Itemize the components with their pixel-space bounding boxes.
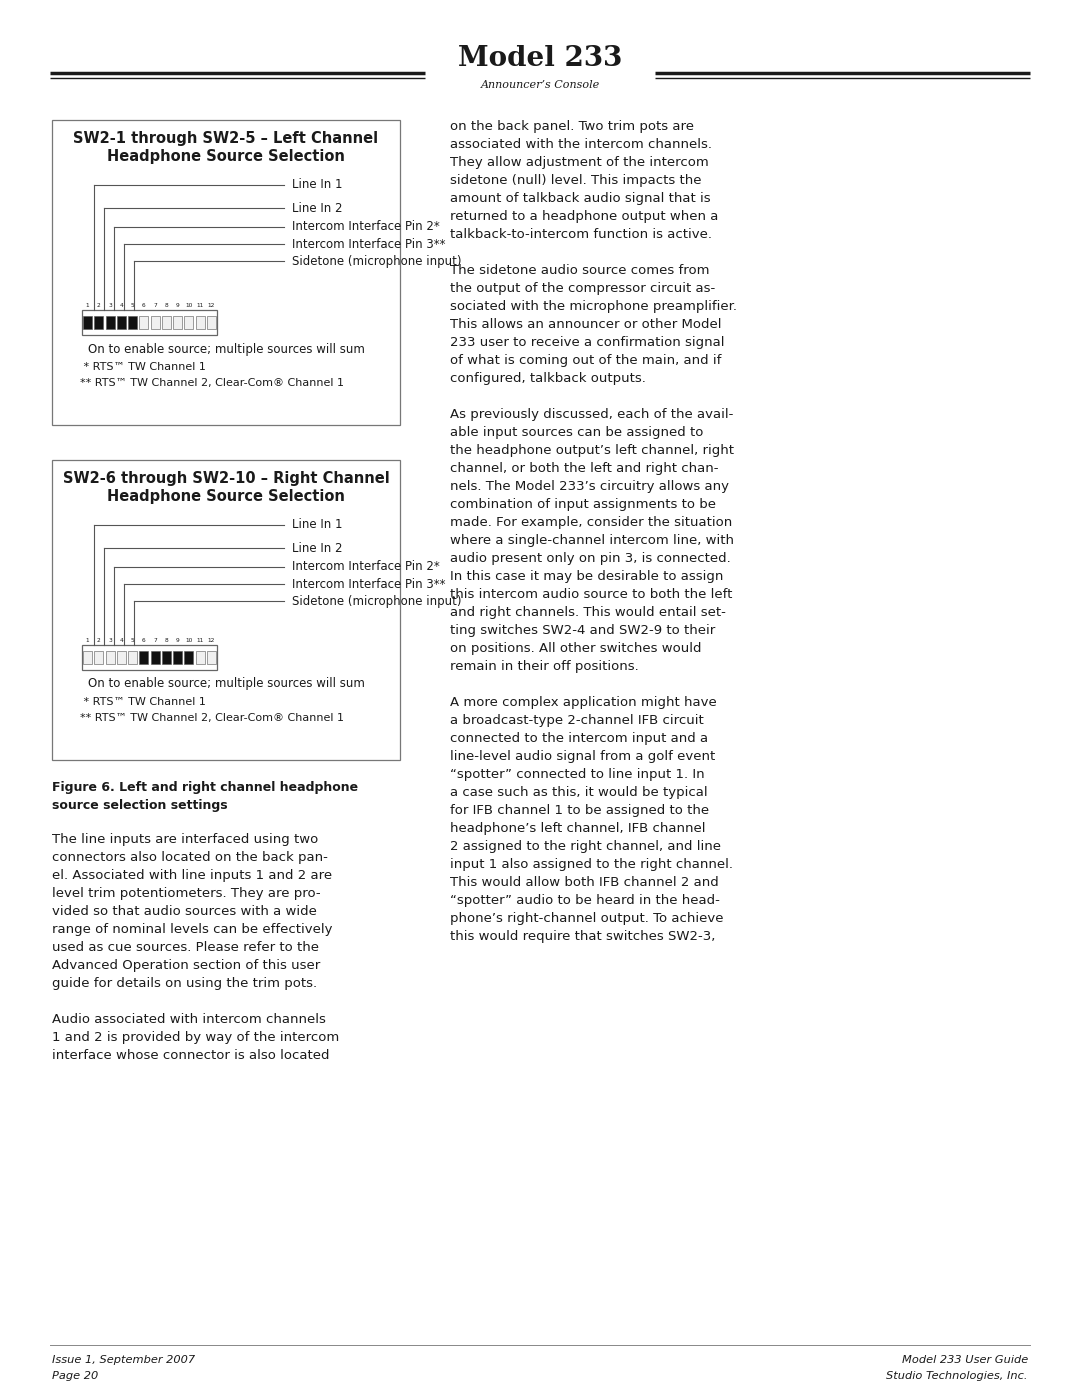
Bar [195, 651, 204, 665]
Text: The line inputs are interfaced using two
connectors also located on the back pan: The line inputs are interfaced using two… [52, 833, 339, 1062]
Bar [129, 651, 137, 665]
Text: 7: 7 [153, 303, 157, 307]
Text: Model 233 User Guide: Model 233 User Guide [902, 1355, 1028, 1365]
Text: 1: 1 [85, 303, 90, 307]
Bar [129, 316, 137, 330]
Text: Line In 1: Line In 1 [292, 179, 342, 191]
Text: ** RTS™ TW Channel 2, Clear-Com® Channel 1: ** RTS™ TW Channel 2, Clear-Com® Channel… [80, 712, 345, 724]
Text: 3: 3 [108, 638, 112, 643]
Text: source selection settings: source selection settings [52, 799, 228, 813]
Text: 2: 2 [97, 303, 100, 307]
Text: 6: 6 [143, 303, 146, 307]
Text: 5: 5 [131, 303, 135, 307]
Text: 10: 10 [185, 638, 192, 643]
Text: 8: 8 [164, 303, 168, 307]
Bar [83, 316, 92, 330]
Bar [94, 316, 104, 330]
Bar [150, 316, 160, 330]
Text: On to enable source; multiple sources will sum: On to enable source; multiple sources wi… [87, 342, 364, 355]
Text: Page 20: Page 20 [52, 1370, 98, 1382]
Text: SW2-1 through SW2-5 – Left Channel: SW2-1 through SW2-5 – Left Channel [73, 130, 379, 145]
Text: 1: 1 [85, 638, 90, 643]
Text: 5: 5 [131, 638, 135, 643]
Text: ** RTS™ TW Channel 2, Clear-Com® Channel 1: ** RTS™ TW Channel 2, Clear-Com® Channel… [80, 379, 345, 388]
Text: Intercom Interface Pin 2*: Intercom Interface Pin 2* [292, 221, 440, 233]
Bar [106, 651, 114, 665]
Text: 3: 3 [108, 303, 112, 307]
Text: Headphone Source Selection: Headphone Source Selection [107, 148, 345, 163]
Text: Model 233: Model 233 [458, 45, 622, 71]
Text: 9: 9 [176, 638, 179, 643]
Text: SW2-6 through SW2-10 – Right Channel: SW2-6 through SW2-10 – Right Channel [63, 471, 390, 486]
Text: Line In 2: Line In 2 [292, 542, 342, 555]
Text: 11: 11 [197, 303, 204, 307]
Bar [185, 316, 193, 330]
Bar [106, 316, 114, 330]
Bar [185, 651, 193, 665]
Text: 4: 4 [120, 638, 123, 643]
Bar [162, 651, 171, 665]
Text: 2: 2 [97, 638, 100, 643]
Text: Line In 2: Line In 2 [292, 201, 342, 215]
Text: 10: 10 [185, 303, 192, 307]
Text: 4: 4 [120, 303, 123, 307]
Bar [173, 651, 183, 665]
Bar [52, 120, 400, 425]
Text: Studio Technologies, Inc.: Studio Technologies, Inc. [887, 1370, 1028, 1382]
Text: 6: 6 [143, 638, 146, 643]
Text: 7: 7 [153, 638, 157, 643]
Text: Intercom Interface Pin 2*: Intercom Interface Pin 2* [292, 560, 440, 574]
Bar [207, 316, 216, 330]
Bar [82, 645, 217, 671]
Text: * RTS™ TW Channel 1: * RTS™ TW Channel 1 [80, 697, 206, 707]
Text: on the back panel. Two trim pots are
associated with the intercom channels.
They: on the back panel. Two trim pots are ass… [450, 120, 737, 943]
Text: 8: 8 [164, 638, 168, 643]
Bar [139, 316, 148, 330]
Bar [94, 651, 104, 665]
Text: Announcer’s Console: Announcer’s Console [481, 80, 599, 89]
Bar [117, 651, 126, 665]
Text: 11: 11 [197, 638, 204, 643]
Text: Sidetone (microphone input): Sidetone (microphone input) [292, 254, 461, 267]
Bar [162, 316, 171, 330]
Text: 9: 9 [176, 303, 179, 307]
Bar [52, 460, 400, 760]
Bar [83, 651, 92, 665]
Text: Intercom Interface Pin 3**: Intercom Interface Pin 3** [292, 237, 446, 250]
Text: 12: 12 [207, 638, 215, 643]
Text: Intercom Interface Pin 3**: Intercom Interface Pin 3** [292, 577, 446, 591]
Text: On to enable source; multiple sources will sum: On to enable source; multiple sources wi… [87, 678, 364, 690]
Bar [195, 316, 204, 330]
Bar [139, 651, 148, 665]
Text: 12: 12 [207, 303, 215, 307]
Bar [82, 310, 217, 335]
Text: Line In 1: Line In 1 [292, 518, 342, 531]
Text: Sidetone (microphone input): Sidetone (microphone input) [292, 595, 461, 608]
Text: * RTS™ TW Channel 1: * RTS™ TW Channel 1 [80, 362, 206, 372]
Text: Headphone Source Selection: Headphone Source Selection [107, 489, 345, 503]
Bar [207, 651, 216, 665]
Text: Issue 1, September 2007: Issue 1, September 2007 [52, 1355, 195, 1365]
Bar [117, 316, 126, 330]
Text: Figure 6. Left and right channel headphone: Figure 6. Left and right channel headpho… [52, 781, 359, 795]
Bar [173, 316, 183, 330]
Bar [150, 651, 160, 665]
